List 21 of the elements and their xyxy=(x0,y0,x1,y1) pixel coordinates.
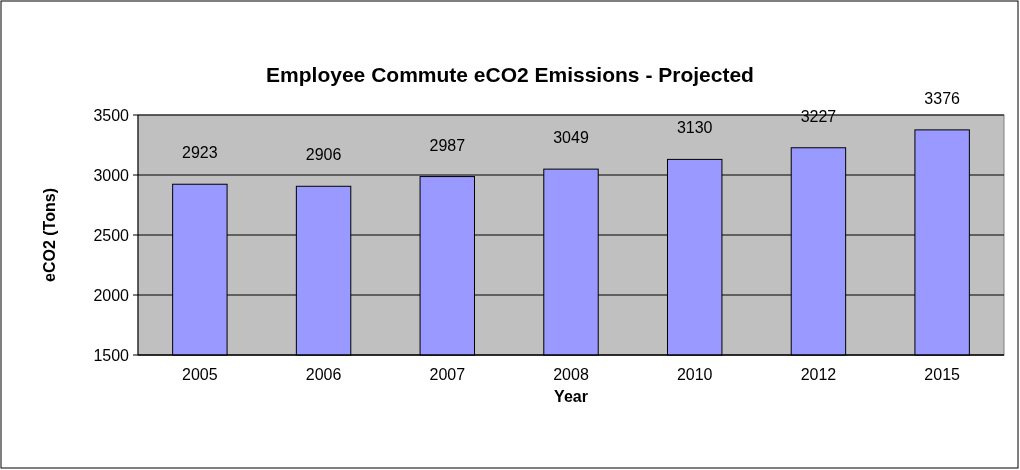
y-tick-label: 2500 xyxy=(93,226,130,244)
y-tick-label: 1500 xyxy=(93,346,130,364)
y-axis-title: eCO2 (Tons) xyxy=(41,188,58,282)
data-label: 2906 xyxy=(305,146,342,164)
y-tick-label: 3500 xyxy=(93,106,130,124)
x-tick-label: 2012 xyxy=(800,366,837,383)
x-tick-label: 2006 xyxy=(305,366,342,383)
x-tick-label: 2015 xyxy=(924,366,961,383)
y-tick-label: 2000 xyxy=(93,286,130,304)
data-label: 2987 xyxy=(429,136,466,154)
chart-title: Employee Commute eCO2 Emissions - Projected xyxy=(266,63,754,86)
x-tick-label: 2007 xyxy=(429,366,466,383)
data-label: 3376 xyxy=(924,89,961,107)
y-tick-label: 3000 xyxy=(93,166,130,184)
x-axis-title: Year xyxy=(554,388,588,405)
data-label: 2923 xyxy=(182,144,218,162)
x-tick-label: 2010 xyxy=(676,366,713,383)
x-tick-label: 2005 xyxy=(182,366,218,383)
data-label: 3130 xyxy=(676,119,713,137)
x-tick-label: 2008 xyxy=(553,366,589,383)
data-label: 3049 xyxy=(553,129,589,147)
